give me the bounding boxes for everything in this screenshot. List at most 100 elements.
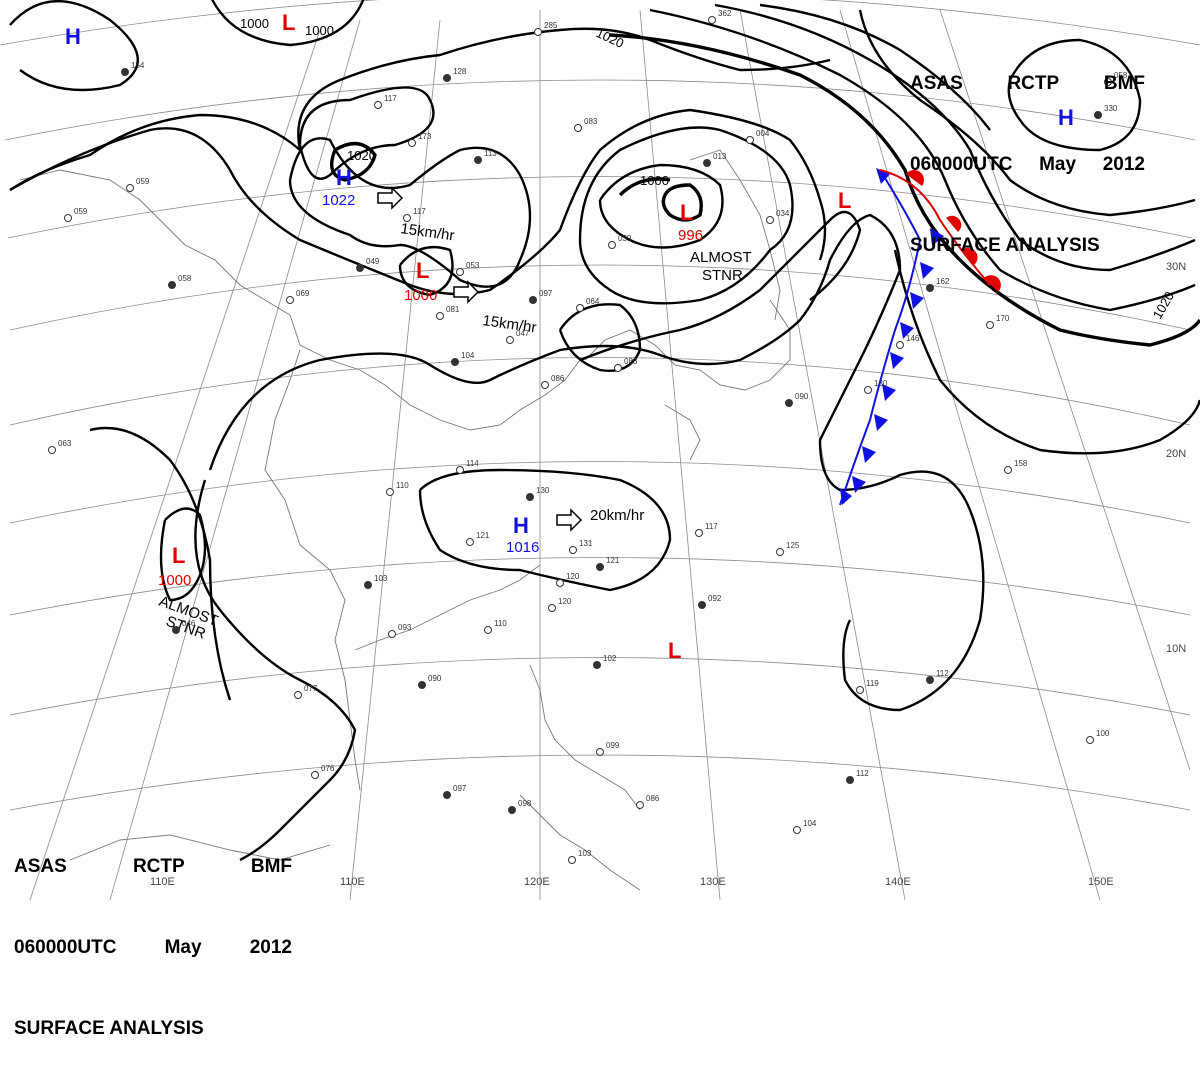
station-marker bbox=[408, 139, 416, 147]
isobar-label: 1020 bbox=[347, 148, 376, 163]
movement-arrow-icon bbox=[377, 186, 404, 210]
station-pressure: 058 bbox=[178, 274, 192, 283]
station-marker bbox=[48, 446, 56, 454]
station-pressure: 083 bbox=[624, 357, 638, 366]
station-pressure: 285 bbox=[544, 21, 558, 30]
station-pressure: 131 bbox=[579, 539, 593, 548]
station-marker bbox=[311, 771, 319, 779]
low-center-symbol: L bbox=[668, 638, 681, 663]
station-marker bbox=[708, 16, 716, 24]
station-marker bbox=[1094, 111, 1102, 119]
station-pressure: 154 bbox=[131, 61, 145, 70]
station-marker bbox=[703, 159, 711, 167]
low-pressure-value: 1000 bbox=[158, 572, 191, 589]
station-pressure: 077 bbox=[304, 684, 318, 693]
station-marker bbox=[541, 381, 549, 389]
station-marker bbox=[574, 124, 582, 132]
low-center-symbol: L bbox=[416, 258, 429, 283]
high-pressure-value: 1022 bbox=[322, 192, 355, 209]
lon-label: 150E bbox=[1088, 876, 1114, 888]
station-pressure: 097 bbox=[453, 784, 467, 793]
station-marker bbox=[286, 296, 294, 304]
station-marker bbox=[436, 312, 444, 320]
station-marker bbox=[456, 268, 464, 276]
station-pressure: 086 bbox=[646, 794, 660, 803]
title-code: BMF bbox=[250, 856, 292, 877]
station-pressure: 121 bbox=[476, 531, 490, 540]
station-pressure: 114 bbox=[466, 459, 479, 468]
station-pressure: 104 bbox=[461, 351, 475, 360]
station-marker bbox=[568, 856, 576, 864]
low-pressure-value: 1000 bbox=[404, 287, 437, 304]
station-pressure: 064 bbox=[586, 297, 600, 306]
title-year: 2012 bbox=[1102, 154, 1145, 175]
station-marker bbox=[785, 399, 793, 407]
station-marker bbox=[172, 626, 180, 634]
station-marker bbox=[534, 28, 542, 36]
low-center-symbol: L bbox=[282, 10, 295, 35]
station-marker bbox=[456, 466, 464, 474]
station-pressure: 013 bbox=[713, 152, 727, 161]
station-marker bbox=[466, 538, 474, 546]
axis-labels: 110E 110E 120E 130E 140E 150E 30N 20N 10… bbox=[150, 261, 1186, 888]
station-marker bbox=[548, 604, 556, 612]
stationary-note: ALMOST bbox=[690, 249, 752, 266]
station-marker bbox=[698, 601, 706, 609]
station-pressure: 059 bbox=[74, 207, 88, 216]
isobar-label: 1000 bbox=[240, 16, 269, 31]
station-marker bbox=[1086, 736, 1094, 744]
station-marker bbox=[596, 563, 604, 571]
title-product: SURFACE ANALYSIS bbox=[910, 235, 1100, 256]
high-center-symbol: H bbox=[1058, 105, 1074, 130]
station-marker bbox=[926, 676, 934, 684]
title-center: RCTP bbox=[1007, 73, 1060, 94]
lat-label: 30N bbox=[1166, 261, 1186, 273]
station-pressure: 103 bbox=[578, 849, 592, 858]
station-pressure: 146 bbox=[906, 334, 920, 343]
low-pressure-value: 996 bbox=[678, 227, 703, 244]
warm-front bbox=[879, 169, 1001, 292]
cold-front bbox=[839, 168, 944, 506]
station-marker bbox=[766, 216, 774, 224]
station-marker bbox=[529, 296, 537, 304]
station-marker bbox=[121, 68, 129, 76]
station-pressure: 059 bbox=[136, 177, 150, 186]
station-pressure: 121 bbox=[606, 556, 620, 565]
station-pressure: 049 bbox=[366, 257, 380, 266]
high-center-symbol: H bbox=[65, 24, 81, 49]
title-agency: ASAS bbox=[910, 73, 963, 94]
lat-label: 20N bbox=[1166, 448, 1186, 460]
station-marker bbox=[418, 681, 426, 689]
low-center-symbol: L bbox=[838, 188, 851, 213]
station-marker bbox=[374, 101, 382, 109]
title-month: May bbox=[1039, 154, 1077, 175]
station-pressure: 112 bbox=[856, 769, 869, 778]
station-pressure: 097 bbox=[539, 289, 553, 298]
station-marker bbox=[926, 284, 934, 292]
station-marker bbox=[1004, 466, 1012, 474]
lat-label: 10N bbox=[1166, 643, 1186, 655]
movement-speed: 20km/hr bbox=[590, 507, 644, 524]
station-pressure: 119 bbox=[866, 679, 879, 688]
station-pressure: 117 bbox=[384, 94, 397, 103]
station-pressure: 330 bbox=[1104, 104, 1118, 113]
station-marker bbox=[506, 336, 514, 344]
station-pressure: 093 bbox=[398, 623, 412, 632]
title-time: 060000UTC bbox=[910, 154, 1013, 175]
station-pressure: 039 bbox=[618, 234, 632, 243]
station-pressure: 158 bbox=[1014, 459, 1028, 468]
surface-analysis-map: 110E 110E 120E 130E 140E 150E 30N 20N 10… bbox=[0, 0, 1200, 900]
station-marker bbox=[593, 661, 601, 669]
lon-label: 140E bbox=[885, 876, 911, 888]
station-marker bbox=[451, 358, 459, 366]
station-marker bbox=[556, 579, 564, 587]
station-pressure: 110 bbox=[396, 481, 409, 490]
station-marker bbox=[64, 214, 72, 222]
lon-label: 110E bbox=[340, 876, 365, 888]
station-pressure: 173 bbox=[418, 132, 432, 141]
station-pressure: 128 bbox=[453, 67, 467, 76]
station-marker bbox=[356, 264, 364, 272]
station-pressure: 130 bbox=[536, 486, 550, 495]
station-marker bbox=[596, 748, 604, 756]
station-pressure: 090 bbox=[428, 674, 442, 683]
